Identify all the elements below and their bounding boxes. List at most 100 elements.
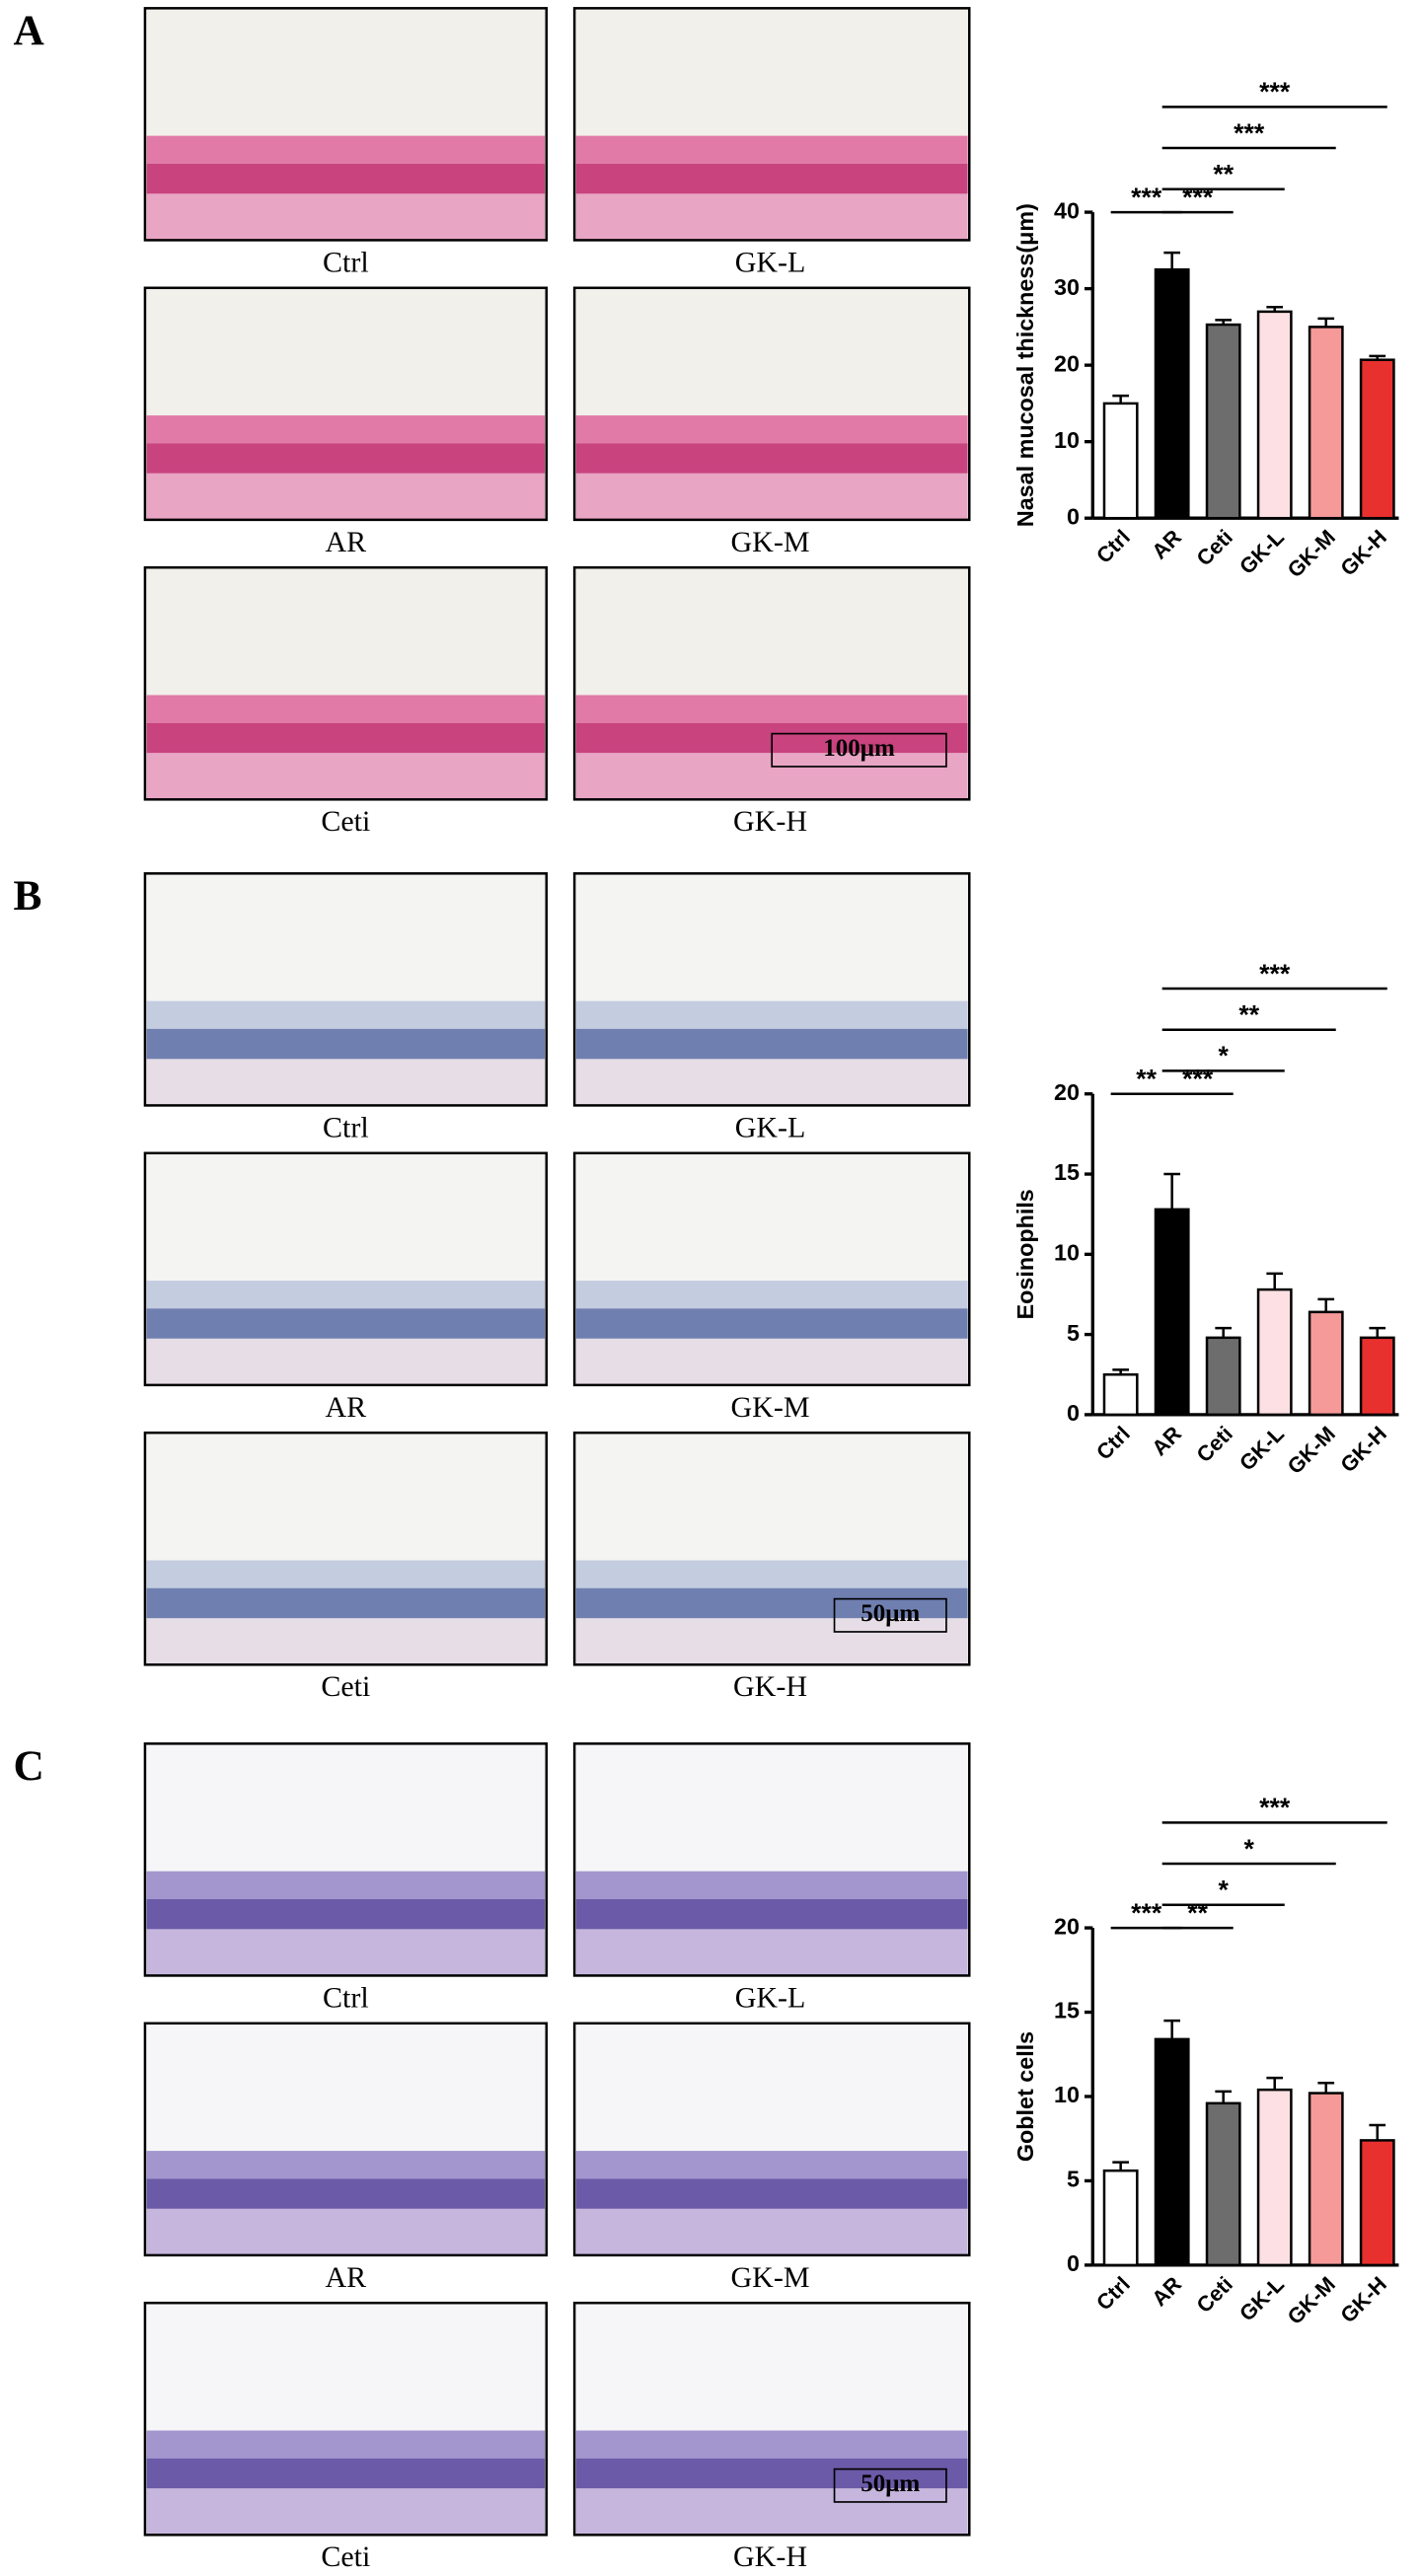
micrograph-frame bbox=[572, 7, 971, 242]
micrograph bbox=[572, 2022, 971, 2257]
error-bar bbox=[1369, 354, 1386, 360]
image-caption: GK-H bbox=[733, 805, 807, 838]
bar bbox=[1102, 402, 1139, 520]
micrograph-frame bbox=[143, 1742, 549, 1977]
significance-label: * bbox=[1219, 1875, 1230, 1904]
bar bbox=[1308, 1310, 1344, 1417]
significance-label: *** bbox=[1182, 1064, 1214, 1093]
x-tick-label: Ceti bbox=[1191, 525, 1237, 571]
x-tick-label: Ctrl bbox=[1091, 2271, 1135, 2315]
tissue-layer bbox=[575, 1338, 968, 1385]
y-axis-label: Goblet cells bbox=[1012, 2031, 1038, 2162]
x-tick-label: GK-L bbox=[1235, 2271, 1289, 2325]
image-caption: GK-L bbox=[735, 1981, 806, 2014]
tissue-layer bbox=[146, 2178, 546, 2209]
tissue-layer bbox=[575, 2458, 968, 2489]
y-tick-label: 30 bbox=[1054, 274, 1080, 300]
tissue-layer bbox=[146, 1028, 546, 1060]
image-caption: Ceti bbox=[321, 2540, 370, 2573]
x-tick-label: Ceti bbox=[1191, 2271, 1237, 2318]
tissue-layer bbox=[575, 415, 968, 444]
significance-label: ** bbox=[1238, 999, 1259, 1029]
error-bar bbox=[1163, 2019, 1181, 2039]
y-tick-label: 20 bbox=[1054, 350, 1080, 376]
micrograph-frame bbox=[143, 872, 549, 1107]
bar bbox=[1154, 1208, 1190, 1417]
error-bar bbox=[1215, 319, 1233, 326]
x-tick-label: AR bbox=[1147, 525, 1186, 564]
error-bar bbox=[1112, 1368, 1129, 1375]
y-tick-label: 0 bbox=[1067, 2250, 1080, 2276]
bar bbox=[1205, 323, 1241, 520]
image-caption: AR bbox=[326, 526, 367, 558]
micrograph-frame bbox=[572, 1151, 971, 1387]
bar bbox=[1256, 1288, 1293, 1417]
panel-label: B bbox=[14, 872, 42, 920]
micrograph bbox=[143, 2022, 549, 2257]
error-bar bbox=[1112, 394, 1129, 404]
significance-label: ** bbox=[1187, 1898, 1208, 1928]
micrograph bbox=[143, 1431, 549, 1666]
micrograph bbox=[143, 7, 549, 242]
bar bbox=[1102, 2169, 1139, 2267]
y-tick-label: 40 bbox=[1054, 197, 1080, 223]
micrograph bbox=[143, 872, 549, 1107]
tissue-layer bbox=[575, 193, 968, 241]
error-bar bbox=[1266, 305, 1284, 312]
tissue-layer bbox=[575, 135, 968, 164]
tissue-layer bbox=[575, 2430, 968, 2459]
x-tick-label: GK-H bbox=[1335, 1421, 1391, 1477]
bar bbox=[1308, 2092, 1344, 2267]
micrograph-frame bbox=[572, 872, 971, 1107]
micrograph bbox=[572, 7, 971, 242]
tissue-layer bbox=[146, 1560, 546, 1588]
micrograph-frame bbox=[143, 286, 549, 522]
image-caption: GK-L bbox=[735, 1111, 806, 1143]
scale-bar-label: 50μm bbox=[861, 1600, 920, 1627]
y-tick-label: 0 bbox=[1067, 1400, 1080, 1426]
micrograph bbox=[143, 1742, 549, 1977]
x-tick-label: GK-M bbox=[1282, 2271, 1340, 2329]
micrograph bbox=[572, 1742, 971, 1977]
scale-bar-label: 100μm bbox=[823, 735, 895, 762]
micrograph-frame bbox=[143, 1431, 549, 1666]
bar bbox=[1154, 2037, 1190, 2267]
tissue-layer bbox=[146, 1929, 546, 1976]
image-caption: GK-H bbox=[733, 1670, 807, 1703]
x-tick-label: AR bbox=[1147, 1421, 1186, 1460]
x-tick-label: Ctrl bbox=[1091, 525, 1135, 568]
significance-label: * bbox=[1219, 1041, 1230, 1070]
tissue-layer bbox=[575, 2488, 968, 2536]
error-bar bbox=[1266, 2076, 1284, 2091]
tissue-layer bbox=[575, 1308, 968, 1339]
tissue-layer bbox=[146, 722, 546, 754]
y-tick-label: 20 bbox=[1054, 1913, 1080, 1939]
significance-label: *** bbox=[1131, 183, 1162, 212]
micrograph-frame bbox=[143, 2022, 549, 2257]
tissue-layer bbox=[146, 193, 546, 241]
image-caption: Ctrl bbox=[323, 1111, 369, 1143]
micrograph bbox=[572, 286, 971, 522]
x-tick-label: GK-H bbox=[1335, 2271, 1391, 2327]
tissue-layer bbox=[575, 1059, 968, 1106]
y-tick-label: 0 bbox=[1067, 503, 1080, 529]
micrograph bbox=[143, 565, 549, 801]
y-tick-label: 10 bbox=[1054, 427, 1080, 453]
error-bar bbox=[1317, 317, 1335, 328]
bar bbox=[1359, 2139, 1395, 2267]
x-tick-label: Ctrl bbox=[1091, 1421, 1135, 1464]
y-tick-label: 5 bbox=[1067, 2167, 1080, 2192]
tissue-layer bbox=[146, 1000, 546, 1029]
bar bbox=[1256, 2088, 1293, 2267]
y-axis-label: Eosinophils bbox=[1012, 1189, 1038, 1319]
tissue-layer bbox=[146, 695, 546, 723]
image-caption: GK-M bbox=[731, 526, 810, 558]
image-caption: Ctrl bbox=[323, 246, 369, 278]
error-bar bbox=[1112, 2161, 1129, 2171]
y-tick-label: 15 bbox=[1054, 1159, 1080, 1185]
micrograph bbox=[572, 1151, 971, 1387]
x-tick-label: GK-H bbox=[1335, 525, 1391, 581]
panel-label: C bbox=[14, 1742, 44, 1790]
significance-label: *** bbox=[1234, 118, 1265, 148]
